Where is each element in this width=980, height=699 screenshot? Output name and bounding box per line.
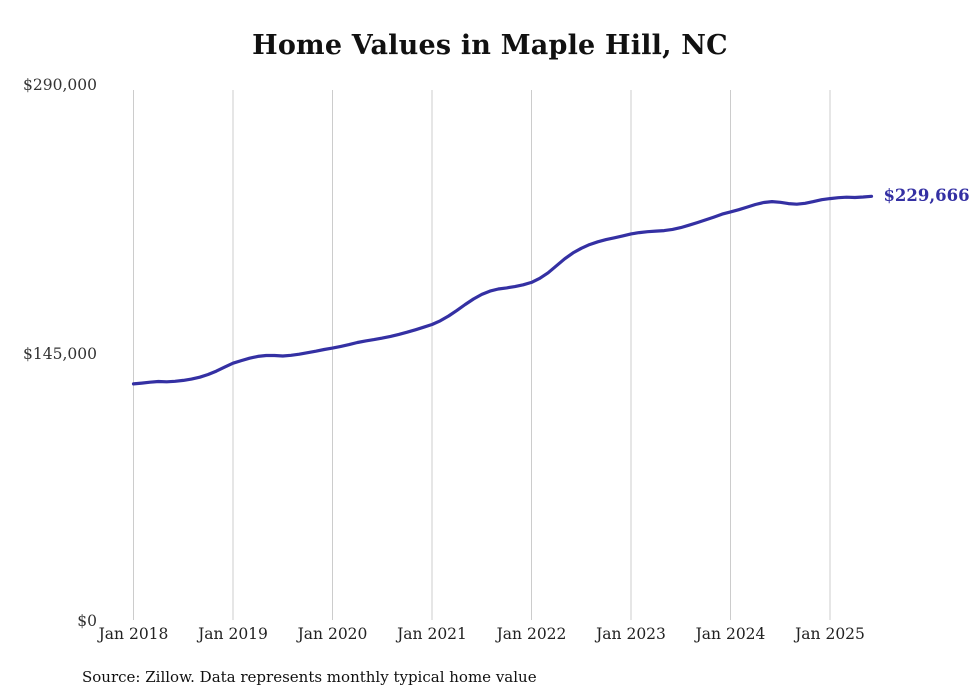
x-axis-label: Jan 2021	[397, 625, 467, 643]
x-axis-label: Jan 2022	[496, 625, 567, 643]
home-value-line	[131, 194, 874, 386]
y-axis-label-mid: $145,000	[23, 345, 97, 363]
x-axis-label: Jan 2020	[297, 625, 368, 643]
y-axis-label-zero: $0	[77, 612, 97, 630]
chart-title: Home Values in Maple Hill, NC	[252, 30, 728, 61]
x-axis-label: Jan 2019	[198, 625, 268, 643]
x-axis-label: Jan 2018	[98, 625, 169, 643]
end-value-label: $229,666	[883, 186, 970, 206]
y-axis-label-max: $290,000	[23, 76, 97, 94]
x-axis-label: Jan 2024	[695, 625, 766, 643]
source-note: Source: Zillow. Data represents monthly …	[82, 668, 537, 686]
x-axis-label: Jan 2025	[795, 625, 865, 643]
x-axis-label: Jan 2023	[596, 625, 666, 643]
